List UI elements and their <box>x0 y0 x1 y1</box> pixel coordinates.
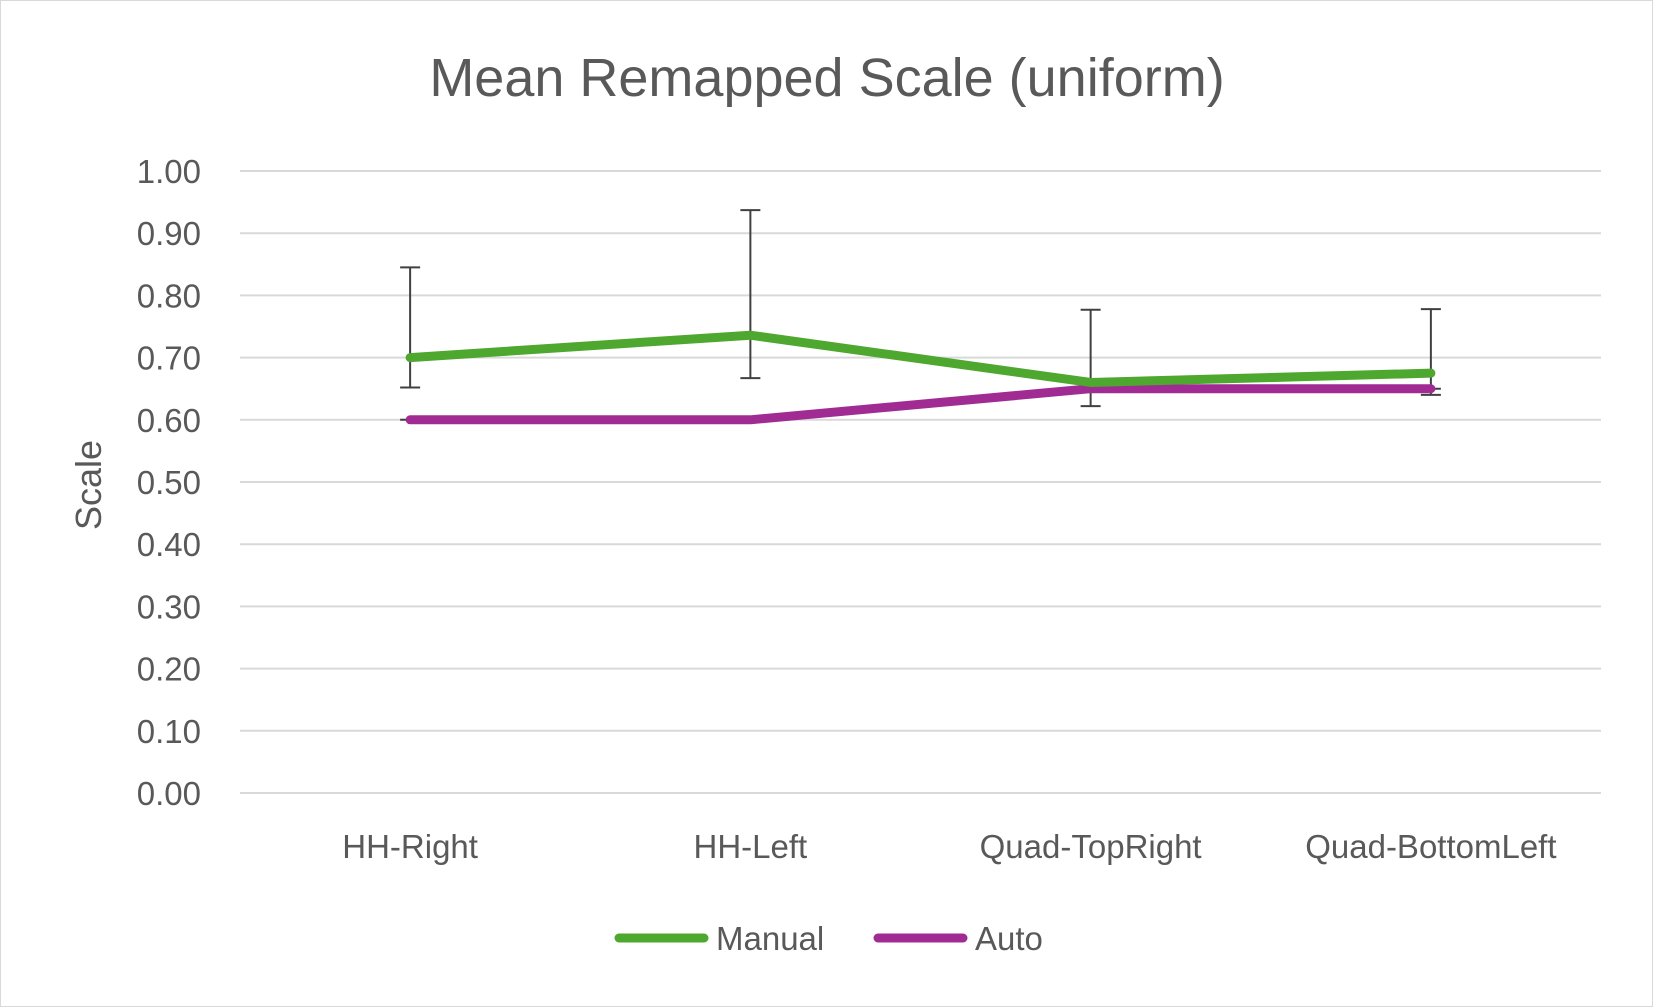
legend-label-manual: Manual <box>716 920 824 957</box>
gridlines <box>240 170 1601 794</box>
y-tick-label: 0.70 <box>137 340 201 377</box>
y-tick-label: 0.50 <box>137 464 201 501</box>
legend-label-auto: Auto <box>975 920 1043 957</box>
x-tick-label: Quad-TopRight <box>980 828 1202 865</box>
chart-title: Mean Remapped Scale (uniform) <box>429 48 1224 108</box>
y-tick-label: 0.20 <box>137 651 201 688</box>
y-tick-label: 0.60 <box>137 402 201 439</box>
y-axis-label: Scale <box>68 440 109 530</box>
x-tick-label: HH-Left <box>694 828 808 865</box>
x-tick-label: HH-Right <box>342 828 478 865</box>
y-tick-label: 0.80 <box>137 277 201 314</box>
y-tick-label: 1.00 <box>137 153 201 190</box>
series-line-manual <box>405 330 1436 387</box>
y-tick-label: 0.10 <box>137 713 201 750</box>
x-axis-ticks: HH-Right HH-Left Quad-TopRight Quad-BottomL… <box>342 828 1556 865</box>
x-tick-label: Quad-BottomLeft <box>1305 828 1556 865</box>
legend: Manual Auto <box>614 920 1043 957</box>
y-tick-label: 0.40 <box>137 526 201 563</box>
y-tick-label: 0.00 <box>137 775 201 812</box>
y-tick-label: 0.30 <box>137 588 201 625</box>
y-tick-label: 0.90 <box>137 215 201 252</box>
y-axis-ticks: 0.00 0.10 0.20 0.30 0.40 0.50 0.60 0.70 0.80 0.90… <box>137 153 201 812</box>
series-lines <box>405 330 1436 425</box>
series-line-auto <box>405 384 1436 425</box>
